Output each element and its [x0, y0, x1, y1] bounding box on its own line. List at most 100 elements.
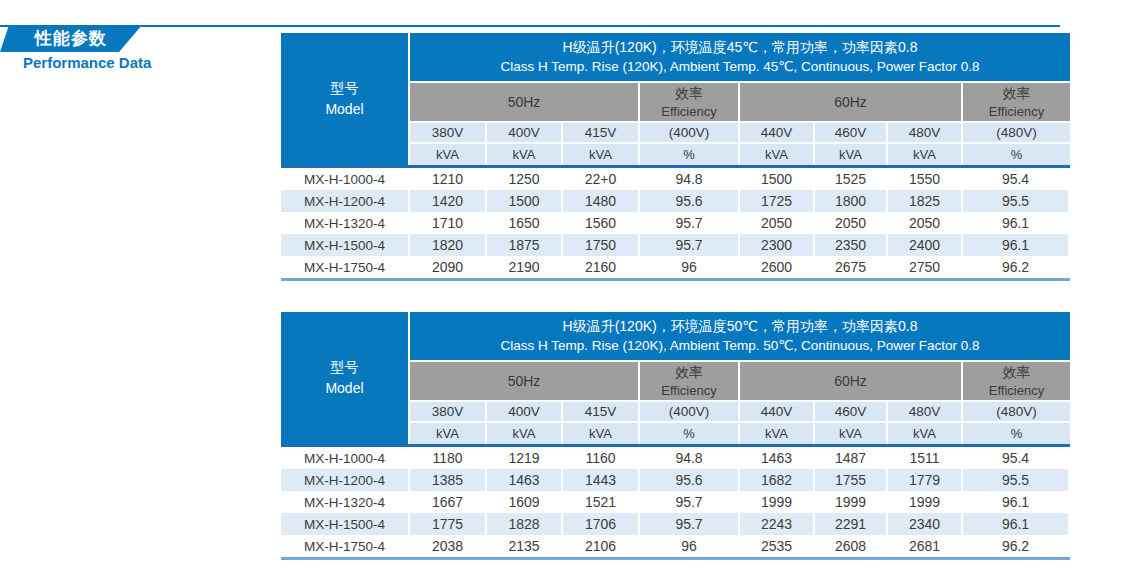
table-title-en: Class H Temp. Rise (120K), Ambient Temp.… — [410, 336, 1070, 356]
voltage-header: 400V — [487, 402, 563, 423]
efficiency-value-cell: 95.7 — [640, 212, 740, 234]
kva-value-cell: 2750 — [888, 256, 963, 278]
voltage-header: 460V — [815, 402, 888, 423]
kva-value-cell: 1420 — [410, 190, 487, 212]
table-row: MX-H-1500-418201875175095.72300235024009… — [281, 234, 1070, 256]
table-title-cn: H级温升(120K)，环境温度50℃，常用功率，功率因素0.8 — [410, 316, 1070, 336]
model-header-en: Model — [281, 378, 408, 399]
section-title-en: Performance Data — [23, 54, 151, 71]
kva-value-cell: 1779 — [888, 469, 963, 491]
efficiency-group-header: 效率 Efficiency — [640, 362, 740, 402]
kva-value-cell: 2400 — [888, 234, 963, 256]
kva-value-cell: 2340 — [888, 513, 963, 535]
kva-value-cell: 2160 — [563, 256, 640, 278]
unit-header: kVA — [487, 423, 563, 444]
table-bottom-rule — [281, 557, 1070, 560]
kva-value-cell: 1999 — [888, 491, 963, 513]
kva-value-cell: 1443 — [563, 469, 640, 491]
model-column-header: 型号 Model — [281, 33, 410, 165]
voltage-header: 380V — [410, 123, 487, 144]
freq-group-60hz: 60Hz — [740, 362, 963, 402]
table-bottom-rule — [281, 278, 1070, 281]
kva-value-cell: 1480 — [563, 190, 640, 212]
kva-value-cell: 1463 — [487, 469, 563, 491]
model-cell: MX-H-1320-4 — [281, 491, 410, 513]
kva-value-cell: 2350 — [815, 234, 888, 256]
kva-value-cell: 1828 — [487, 513, 563, 535]
efficiency-group-header: 效率 Efficiency — [640, 83, 740, 123]
kva-value-cell: 2050 — [740, 212, 815, 234]
model-header-en: Model — [281, 99, 408, 120]
efficiency-en: Efficiency — [640, 103, 738, 121]
kva-value-cell: 2090 — [410, 256, 487, 278]
kva-value-cell: 2135 — [487, 535, 563, 557]
table-title: H级温升(120K)，环境温度50℃，常用功率，功率因素0.8 Class H … — [410, 312, 1070, 362]
kva-value-cell: 1521 — [563, 491, 640, 513]
unit-header: kVA — [563, 423, 640, 444]
model-cell: MX-H-1000-4 — [281, 447, 410, 469]
kva-value-cell: 1500 — [740, 168, 815, 190]
kva-value-cell: 2535 — [740, 535, 815, 557]
kva-value-cell: 1820 — [410, 234, 487, 256]
kva-value-cell: 1755 — [815, 469, 888, 491]
voltage-header: (400V) — [640, 402, 740, 423]
efficiency-value-cell: 95.5 — [963, 469, 1070, 491]
kva-value-cell: 1775 — [410, 513, 487, 535]
unit-header: % — [963, 144, 1070, 165]
model-cell: MX-H-1200-4 — [281, 469, 410, 491]
kva-value-cell: 2050 — [815, 212, 888, 234]
kva-value-cell: 2600 — [740, 256, 815, 278]
efficiency-en: Efficiency — [963, 382, 1070, 400]
voltage-header: 380V — [410, 402, 487, 423]
voltage-header: 440V — [740, 402, 815, 423]
unit-header: kVA — [888, 144, 963, 165]
unit-header: kVA — [410, 423, 487, 444]
kva-value-cell: 1825 — [888, 190, 963, 212]
table-row: MX-H-1200-414201500148095.61725180018259… — [281, 190, 1070, 212]
kva-value-cell: 1682 — [740, 469, 815, 491]
voltage-header: 480V — [888, 402, 963, 423]
kva-value-cell: 1180 — [410, 447, 487, 469]
efficiency-value-cell: 95.5 — [963, 190, 1070, 212]
table-row: MX-H-1750-42090219021609626002675275096.… — [281, 256, 1070, 278]
table-row: MX-H-1320-416671609152195.71999199919999… — [281, 491, 1070, 513]
kva-value-cell: 2291 — [815, 513, 888, 535]
unit-header: % — [640, 144, 740, 165]
kva-value-cell: 1999 — [815, 491, 888, 513]
efficiency-value-cell: 96 — [640, 535, 740, 557]
efficiency-value-cell: 95.7 — [640, 513, 740, 535]
kva-value-cell: 1750 — [563, 234, 640, 256]
kva-value-cell: 1511 — [888, 447, 963, 469]
efficiency-cn: 效率 — [640, 363, 738, 382]
efficiency-value-cell: 94.8 — [640, 168, 740, 190]
efficiency-value-cell: 96 — [640, 256, 740, 278]
kva-value-cell: 1999 — [740, 491, 815, 513]
kva-value-cell: 2106 — [563, 535, 640, 557]
efficiency-value-cell: 96.1 — [963, 491, 1070, 513]
performance-table-45c: 型号 Model H级温升(120K)，环境温度45℃，常用功率，功率因素0.8… — [281, 33, 1070, 281]
efficiency-value-cell: 94.8 — [640, 447, 740, 469]
table-row: MX-H-1750-42038213521069625352608268196.… — [281, 535, 1070, 557]
model-cell: MX-H-1320-4 — [281, 212, 410, 234]
section-title-banner: 性能参数 — [0, 25, 142, 52]
kva-value-cell: 22+0 — [563, 168, 640, 190]
table-title-cn: H级温升(120K)，环境温度45℃，常用功率，功率因素0.8 — [410, 37, 1070, 57]
unit-header: kVA — [487, 144, 563, 165]
kva-value-cell: 1710 — [410, 212, 487, 234]
kva-value-cell: 1385 — [410, 469, 487, 491]
model-cell: MX-H-1750-4 — [281, 535, 410, 557]
efficiency-value-cell: 96.2 — [963, 256, 1070, 278]
kva-value-cell: 1800 — [815, 190, 888, 212]
kva-value-cell: 2675 — [815, 256, 888, 278]
kva-value-cell: 1250 — [487, 168, 563, 190]
efficiency-group-header: 效率 Efficiency — [963, 83, 1070, 123]
kva-value-cell: 1609 — [487, 491, 563, 513]
efficiency-value-cell: 95.7 — [640, 234, 740, 256]
voltage-header: 400V — [487, 123, 563, 144]
table-row: MX-H-1320-417101650156095.72050205020509… — [281, 212, 1070, 234]
freq-group-50hz: 50Hz — [410, 83, 640, 123]
voltage-header: 415V — [563, 402, 640, 423]
unit-header: kVA — [740, 423, 815, 444]
kva-value-cell: 2038 — [410, 535, 487, 557]
model-column-header: 型号 Model — [281, 312, 410, 444]
